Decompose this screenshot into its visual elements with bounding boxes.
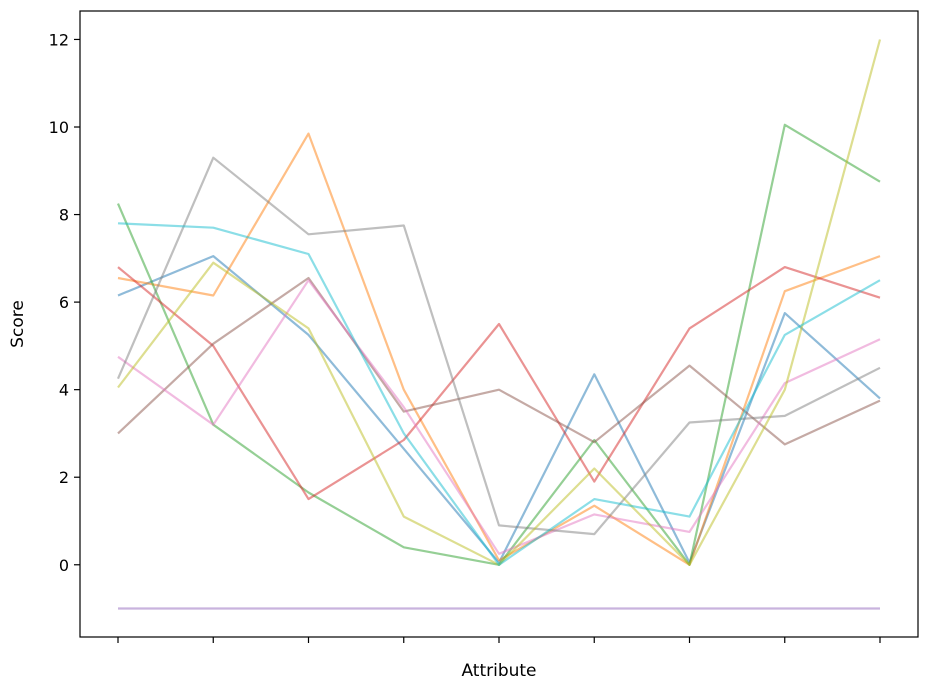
series-line-7: [117, 279, 881, 555]
y-tick-label: 0: [59, 556, 69, 575]
series-line-8: [116, 156, 881, 536]
series-line-4: [117, 266, 881, 501]
x-axis: [117, 637, 881, 643]
series-layer: [116, 39, 882, 610]
y-tick-label: 6: [59, 293, 69, 312]
y-axis-label: Score: [8, 300, 28, 348]
series-line-9: [117, 39, 882, 566]
y-tick-label: 4: [59, 381, 69, 400]
y-tick-label: 10: [49, 118, 69, 137]
y-axis: 0 2 4 6 8 10 12: [49, 30, 80, 575]
x-axis-label: Attribute: [461, 661, 536, 681]
series-line-2: [117, 132, 881, 566]
y-tick-label: 12: [49, 30, 69, 49]
y-tick-label: 8: [59, 206, 69, 225]
series-line-1: [117, 255, 881, 564]
y-tick-label: 2: [59, 468, 69, 487]
series-line-10: [117, 222, 881, 566]
